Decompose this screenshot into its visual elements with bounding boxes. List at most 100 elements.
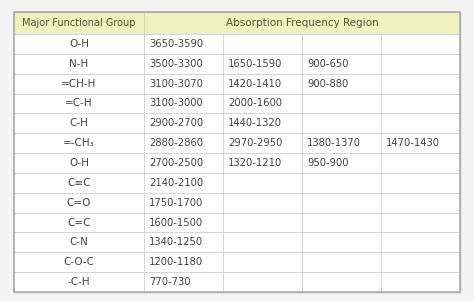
Bar — [223, 34, 302, 54]
Text: 2970-2950: 2970-2950 — [228, 138, 283, 148]
Text: 770-730: 770-730 — [149, 277, 191, 287]
Text: 1200-1180: 1200-1180 — [149, 257, 203, 267]
Bar — [381, 193, 460, 213]
Text: C=C: C=C — [67, 218, 91, 228]
Bar — [381, 54, 460, 74]
Bar — [144, 232, 223, 252]
Text: Absorption Frequency Region: Absorption Frequency Region — [226, 18, 378, 28]
Bar — [381, 173, 460, 193]
Bar — [223, 173, 302, 193]
Bar — [302, 133, 381, 153]
Bar — [14, 34, 144, 54]
Bar — [14, 74, 144, 94]
Bar — [381, 113, 460, 133]
Text: 950-900: 950-900 — [307, 158, 348, 168]
Text: C-O-C: C-O-C — [64, 257, 94, 267]
Bar — [381, 34, 460, 54]
Bar — [223, 133, 302, 153]
Bar — [144, 74, 223, 94]
Bar — [144, 113, 223, 133]
Bar — [14, 153, 144, 173]
Text: 2900-2700: 2900-2700 — [149, 118, 203, 128]
Text: 2700-2500: 2700-2500 — [149, 158, 203, 168]
Text: 1320-1210: 1320-1210 — [228, 158, 282, 168]
Text: -C-H: -C-H — [68, 277, 91, 287]
Text: N-H: N-H — [69, 59, 89, 69]
Bar — [381, 94, 460, 113]
Bar — [381, 133, 460, 153]
Bar — [14, 232, 144, 252]
Bar — [144, 12, 460, 34]
Text: Major Functional Group: Major Functional Group — [22, 18, 136, 28]
Text: C=O: C=O — [67, 198, 91, 208]
Bar — [144, 272, 223, 292]
Text: 1340-1250: 1340-1250 — [149, 237, 203, 247]
Bar — [302, 34, 381, 54]
Text: 3650-3590: 3650-3590 — [149, 39, 203, 49]
Bar — [381, 153, 460, 173]
Bar — [302, 193, 381, 213]
Bar — [144, 153, 223, 173]
Bar — [302, 272, 381, 292]
Text: =C-H: =C-H — [65, 98, 93, 108]
Bar — [14, 252, 144, 272]
Bar — [223, 213, 302, 232]
Bar — [144, 213, 223, 232]
Text: 1420-1410: 1420-1410 — [228, 79, 282, 88]
Bar — [302, 94, 381, 113]
Text: 3500-3300: 3500-3300 — [149, 59, 203, 69]
Text: C≡C: C≡C — [67, 178, 91, 188]
Text: O-H: O-H — [69, 39, 89, 49]
Bar — [223, 272, 302, 292]
Bar — [144, 34, 223, 54]
Bar — [302, 213, 381, 232]
Bar — [14, 133, 144, 153]
Text: 2880-2860: 2880-2860 — [149, 138, 203, 148]
Bar — [381, 232, 460, 252]
Text: O-H: O-H — [69, 158, 89, 168]
Text: =-CH₃: =-CH₃ — [63, 138, 95, 148]
Bar — [14, 193, 144, 213]
Bar — [381, 213, 460, 232]
Bar — [144, 193, 223, 213]
Bar — [14, 272, 144, 292]
Bar — [14, 12, 144, 34]
Bar — [302, 54, 381, 74]
Bar — [144, 94, 223, 113]
Bar — [223, 252, 302, 272]
Text: C-N: C-N — [70, 237, 89, 247]
Bar — [223, 94, 302, 113]
Text: 1650-1590: 1650-1590 — [228, 59, 283, 69]
Bar — [381, 252, 460, 272]
Bar — [14, 54, 144, 74]
Text: 3100-3070: 3100-3070 — [149, 79, 203, 88]
Bar — [223, 232, 302, 252]
Bar — [302, 252, 381, 272]
Bar — [223, 113, 302, 133]
Bar — [302, 173, 381, 193]
Bar — [302, 232, 381, 252]
Bar — [302, 74, 381, 94]
Text: 2140-2100: 2140-2100 — [149, 178, 203, 188]
Text: =CH-H: =CH-H — [61, 79, 97, 88]
Text: 3100-3000: 3100-3000 — [149, 98, 203, 108]
Bar — [302, 113, 381, 133]
Bar — [223, 54, 302, 74]
Bar — [223, 74, 302, 94]
Text: 1750-1700: 1750-1700 — [149, 198, 203, 208]
Text: 1440-1320: 1440-1320 — [228, 118, 282, 128]
Bar — [381, 74, 460, 94]
Bar — [14, 113, 144, 133]
Bar — [144, 54, 223, 74]
Bar — [381, 272, 460, 292]
Text: C-H: C-H — [70, 118, 89, 128]
Text: 2000-1600: 2000-1600 — [228, 98, 282, 108]
Bar — [144, 173, 223, 193]
Bar — [223, 153, 302, 173]
Text: 1600-1500: 1600-1500 — [149, 218, 203, 228]
Bar — [302, 153, 381, 173]
Text: 1470-1430: 1470-1430 — [386, 138, 440, 148]
Bar — [223, 193, 302, 213]
Bar — [14, 213, 144, 232]
Text: 900-650: 900-650 — [307, 59, 348, 69]
